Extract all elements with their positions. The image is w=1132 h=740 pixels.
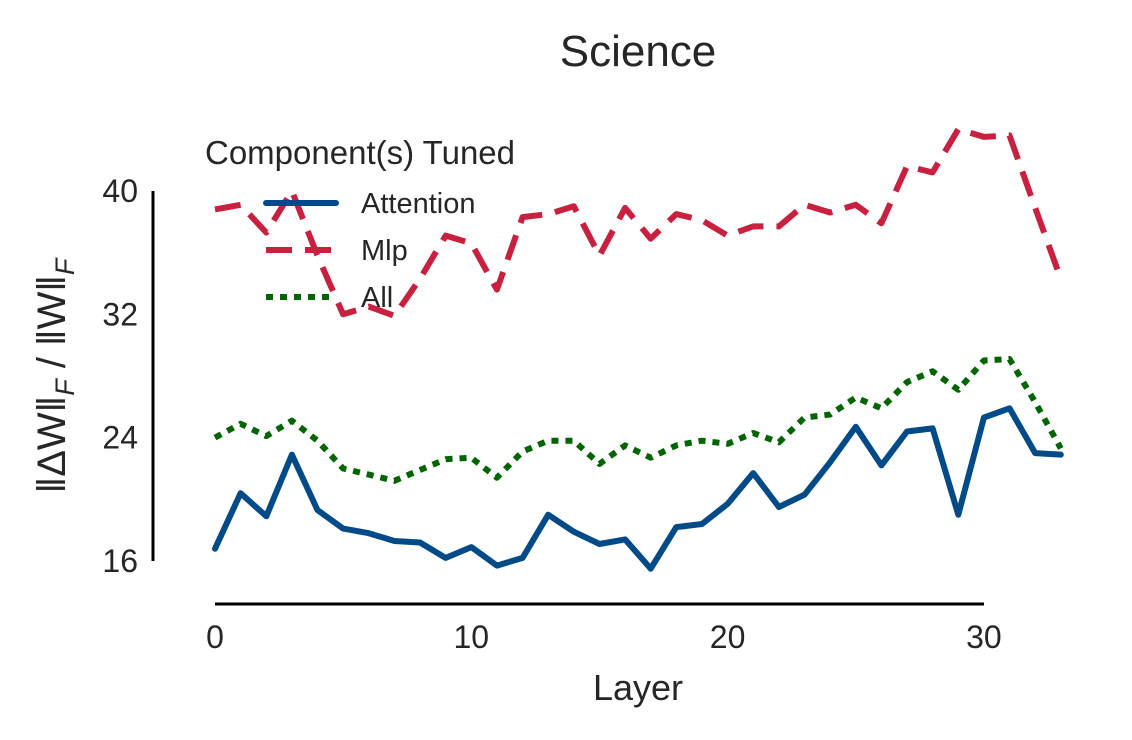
- x-tick-label: 30: [966, 619, 1002, 655]
- series-line-attention: [212, 405, 1064, 572]
- x-tick-label: 20: [710, 619, 746, 655]
- y-tick-label: 32: [102, 296, 138, 332]
- y-label-sub1: F: [50, 378, 80, 396]
- x-tick-label: 10: [454, 619, 490, 655]
- legend-label-mlp: Mlp: [361, 235, 408, 267]
- x-tick-labels: 0 10 20 30: [206, 619, 1002, 655]
- legend-label-all: All: [361, 282, 393, 314]
- y-tick-label: 24: [102, 420, 138, 456]
- svg-text:‖ΔW‖F / ‖W‖F: ‖ΔW‖F / ‖W‖F: [30, 257, 80, 493]
- y-tick-label: 16: [102, 543, 138, 579]
- series-line-all: [213, 356, 1064, 484]
- y-axis-label: ‖ΔW‖F / ‖W‖F: [30, 257, 80, 493]
- x-tick-label: 0: [206, 619, 224, 655]
- y-label-delta-norm: ‖ΔW‖: [30, 396, 74, 494]
- x-axis-label: Layer: [593, 667, 683, 708]
- legend-label-attention: Attention: [361, 188, 475, 220]
- y-tick-label: 40: [102, 173, 138, 209]
- legend-title: Component(s) Tuned: [205, 134, 515, 171]
- chart-title: Science: [560, 27, 717, 76]
- legend: Component(s) Tuned Attention Mlp All: [205, 134, 515, 314]
- y-label-divider: / ‖W‖: [30, 275, 74, 379]
- y-tick-labels: 16 24 32 40: [102, 173, 138, 579]
- series-layer: [212, 126, 1064, 572]
- y-label-sub2: F: [50, 257, 80, 275]
- series-line-mlp: [214, 126, 1064, 319]
